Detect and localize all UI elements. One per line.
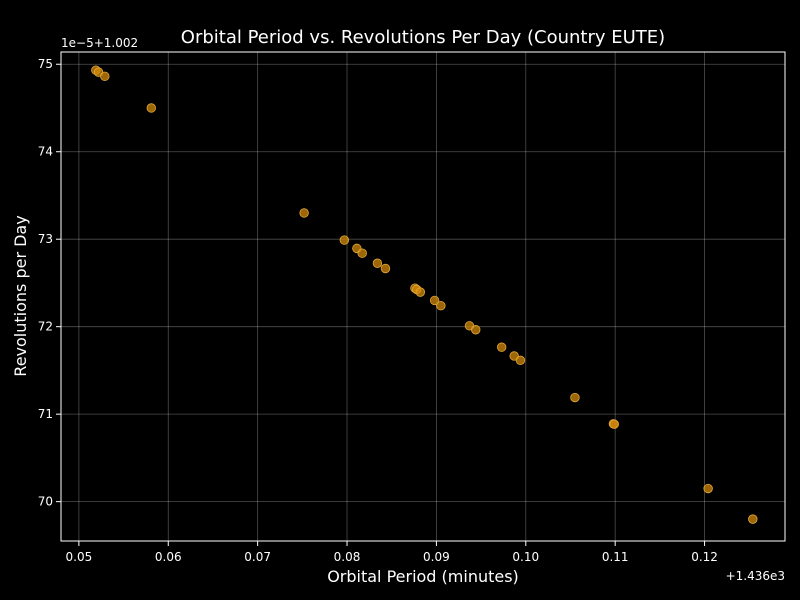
data-point — [339, 235, 350, 245]
data-point — [703, 483, 713, 494]
data-point — [357, 248, 367, 258]
x-tick-label: 0.06 — [155, 550, 182, 564]
x-axis-label: Orbital Period (minutes) — [327, 567, 519, 586]
y-tick-label: 70 — [38, 495, 53, 509]
data-point — [515, 355, 526, 366]
y-axis-label: Revolutions per Day — [11, 215, 30, 376]
y-axis-ticks: 70 71 72 73 74 75 — [38, 57, 61, 509]
x-axis-offset-label: +1.436e3 — [726, 569, 785, 583]
plot-frame — [60, 51, 786, 542]
data-point — [380, 263, 391, 274]
data-point — [436, 300, 446, 311]
data-point — [471, 325, 481, 335]
x-tick-label: 0.05 — [66, 550, 93, 564]
x-tick-label: 0.07 — [244, 550, 271, 564]
y-tick-label: 71 — [38, 407, 53, 421]
y-tick-label: 72 — [38, 320, 53, 334]
x-tick-label: 0.11 — [602, 550, 629, 564]
data-point — [146, 103, 156, 113]
data-point — [609, 419, 619, 429]
data-point — [496, 342, 507, 352]
data-point — [299, 208, 309, 218]
y-axis-offset-label: 1e−5+1.002 — [61, 36, 138, 50]
data-point — [748, 514, 758, 524]
x-tick-label: 0.12 — [691, 550, 718, 564]
data-point — [415, 287, 426, 297]
y-tick-label: 75 — [38, 57, 53, 71]
y-tick-label: 74 — [38, 145, 53, 159]
data-point — [429, 295, 440, 306]
chart-title: Orbital Period vs. Revolutions Per Day (… — [181, 27, 665, 48]
x-axis-ticks: 0.05 0.06 0.07 0.08 0.09 0.10 0.11 0.12 — [66, 541, 718, 564]
y-tick-label: 73 — [38, 232, 53, 246]
data-point — [570, 392, 580, 403]
data-points — [91, 65, 758, 524]
data-point — [372, 258, 383, 268]
data-point — [100, 71, 110, 82]
x-tick-label: 0.08 — [334, 550, 361, 564]
x-tick-label: 0.09 — [423, 550, 450, 564]
x-tick-label: 0.10 — [512, 550, 539, 564]
